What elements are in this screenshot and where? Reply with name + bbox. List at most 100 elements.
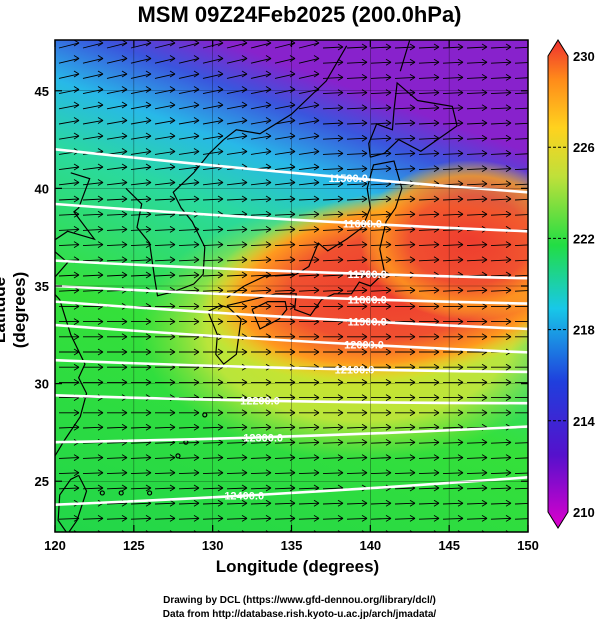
wind-vector-head — [289, 241, 296, 248]
wind-vector-head — [121, 363, 128, 371]
wind-vector-head — [169, 70, 176, 78]
contour-label: 12000.0 — [344, 340, 384, 352]
wind-vector — [130, 274, 152, 277]
wind-vector-head — [289, 117, 296, 124]
wind-vector-head — [433, 333, 440, 341]
wind-vector — [370, 517, 392, 520]
wind-vector-head — [530, 105, 535, 111]
wind-vector-head — [121, 226, 128, 233]
wind-vector-head — [313, 423, 320, 431]
wind-vector-head — [217, 423, 224, 431]
wind-vector-head — [505, 134, 512, 142]
wind-vector — [154, 73, 176, 79]
ryukyu-island — [202, 412, 208, 418]
wind-vector-head — [530, 120, 535, 126]
wind-vector — [154, 472, 176, 475]
wind-vector — [442, 502, 464, 505]
wind-vector — [442, 517, 464, 520]
wind-vector — [394, 441, 416, 444]
wind-vector — [154, 457, 176, 459]
wind-vector-head — [289, 469, 296, 477]
wind-vector — [514, 138, 528, 140]
wind-vector — [178, 151, 200, 155]
wind-vector-head — [97, 163, 104, 171]
wind-vector-head — [409, 303, 416, 310]
wind-vector-head — [241, 348, 248, 356]
wind-vector — [130, 104, 152, 110]
wind-vector-head — [97, 423, 104, 431]
wind-vector — [370, 198, 392, 201]
wind-vector-head — [217, 70, 224, 78]
wind-vector — [202, 472, 224, 475]
wind-vector — [106, 213, 128, 216]
wind-vector — [226, 228, 248, 231]
wind-vector — [226, 42, 248, 49]
china-coast — [55, 172, 96, 458]
wind-vector-head — [505, 484, 512, 492]
wind-vector-head — [289, 318, 296, 325]
wind-vector — [130, 58, 152, 64]
wind-vector-head — [361, 180, 368, 188]
contour-label: 11800.0 — [348, 294, 387, 306]
wind-vector-head — [361, 195, 368, 203]
wind-vector — [250, 487, 272, 490]
wind-vector-head — [121, 333, 128, 341]
wind-vector — [346, 168, 368, 171]
wind-vector — [106, 502, 128, 505]
wind-vector — [418, 61, 440, 64]
wind-vector — [490, 487, 512, 490]
wind-vector — [178, 42, 200, 49]
wind-vector — [442, 46, 464, 49]
wind-vector — [298, 487, 320, 490]
wind-vector — [202, 104, 224, 110]
wind-vector-head — [121, 515, 128, 522]
wind-vector-head — [361, 530, 366, 532]
wind-vector — [322, 259, 344, 262]
wind-vector-head — [241, 454, 248, 461]
wind-vector — [394, 122, 416, 125]
wind-vector-head — [73, 454, 80, 461]
wind-vector-head — [457, 210, 464, 218]
wind-vector-head — [505, 241, 512, 248]
wind-vector — [250, 274, 272, 277]
wind-vector-head — [289, 286, 296, 294]
wind-vector-head — [530, 319, 535, 325]
wind-vector-head — [313, 286, 320, 294]
wind-vector-head — [313, 499, 320, 507]
wind-vector-head — [433, 303, 440, 310]
wind-vector — [514, 183, 528, 186]
wind-vector — [154, 151, 176, 155]
wind-vector — [346, 92, 368, 95]
wind-vector — [178, 441, 200, 444]
wind-vector — [226, 58, 248, 64]
wind-vector — [322, 183, 344, 186]
wind-vector — [322, 244, 344, 247]
wind-vector-head — [409, 454, 416, 461]
contour-label: 12400.0 — [224, 491, 264, 503]
wind-vector — [394, 137, 416, 140]
wind-vector — [442, 76, 464, 79]
wind-vector-head — [313, 530, 318, 532]
wind-vector-head — [289, 454, 296, 461]
wind-vector — [346, 122, 368, 125]
wind-vector — [130, 228, 152, 231]
wind-vector — [130, 502, 152, 505]
wind-vector — [418, 168, 440, 171]
wind-vector — [298, 42, 320, 49]
wind-vector-head — [73, 179, 80, 186]
wind-vector-head — [73, 484, 80, 492]
wind-vector-head — [145, 530, 150, 532]
wind-vector — [202, 120, 224, 125]
wind-vector-head — [409, 286, 416, 294]
kyushu-coast — [207, 304, 242, 365]
wind-vector-head — [289, 515, 296, 522]
wind-vector-head — [265, 101, 272, 109]
wind-vector-head — [121, 163, 128, 171]
wind-vector-head — [433, 394, 440, 401]
wind-vector-head — [505, 104, 512, 112]
wind-vector-head — [97, 132, 104, 140]
wind-vector-head — [193, 454, 200, 461]
wind-vector — [106, 73, 128, 79]
wind-vector-head — [313, 70, 320, 78]
wind-vector-head — [193, 179, 200, 186]
